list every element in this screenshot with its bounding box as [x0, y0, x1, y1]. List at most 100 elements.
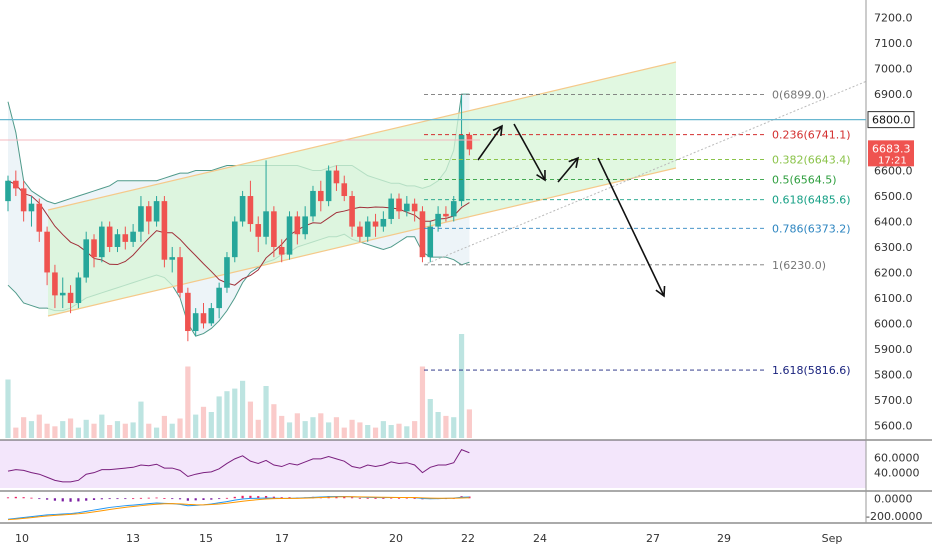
macd-histogram-bar	[14, 496, 17, 499]
candle-body[interactable]	[145, 206, 152, 222]
volume-bar	[67, 418, 74, 438]
candle-body[interactable]	[161, 201, 168, 260]
candle-body[interactable]	[411, 203, 418, 212]
level-price-badge	[867, 111, 915, 129]
price-tick-label: 7000.0	[874, 63, 913, 76]
candle-body[interactable]	[294, 216, 301, 235]
time-tick-label: 17	[275, 532, 289, 545]
volume-bar	[107, 425, 113, 438]
candle-body[interactable]	[458, 134, 465, 202]
candle-body[interactable]	[224, 257, 230, 288]
price-tick-label: 6100.0	[874, 292, 913, 305]
fib-level-label: 0.618(6485.6)	[772, 194, 851, 207]
candle-body[interactable]	[388, 198, 394, 219]
macd-histogram-bar	[366, 497, 369, 499]
candle-body[interactable]	[216, 287, 222, 309]
channel-lower-line[interactable]	[47, 167, 677, 317]
volume-bar	[60, 421, 66, 438]
candle-body[interactable]	[443, 213, 449, 217]
projection-arrow[interactable]	[557, 157, 579, 183]
candle-body[interactable]	[99, 226, 105, 258]
candle-body[interactable]	[466, 134, 473, 150]
candle-body[interactable]	[239, 196, 246, 222]
channel-upper-line[interactable]	[47, 61, 677, 211]
macd-histogram-bar	[124, 498, 127, 500]
macd-histogram-bar	[171, 498, 174, 500]
candle-body[interactable]	[255, 224, 262, 237]
candle-body[interactable]	[318, 190, 324, 202]
candle-body[interactable]	[380, 218, 387, 227]
candle-body[interactable]	[192, 313, 199, 332]
volume-bar	[138, 401, 144, 438]
candle-body[interactable]	[427, 226, 434, 258]
candle-body[interactable]	[28, 203, 35, 212]
candle-body[interactable]	[325, 170, 332, 202]
candle-body[interactable]	[310, 190, 316, 217]
candle-body[interactable]	[106, 226, 113, 247]
volume-bar	[193, 414, 199, 438]
candle-body[interactable]	[122, 234, 129, 242]
projection-arrow-head	[655, 285, 666, 298]
candle-body[interactable]	[247, 196, 254, 225]
candle-body[interactable]	[357, 226, 363, 237]
macd-histogram-bar	[30, 497, 33, 499]
candle-body[interactable]	[450, 201, 457, 217]
macd-histogram-bar	[218, 498, 221, 500]
candle-body[interactable]	[169, 257, 176, 260]
candle-body[interactable]	[419, 211, 426, 258]
projection-arrow[interactable]	[513, 123, 546, 181]
macd-tick-label: 0.0000	[874, 492, 913, 505]
macd-histogram-bar	[374, 498, 377, 499]
candle-body[interactable]	[5, 180, 11, 202]
rsi-tick-label: 60.0000	[874, 451, 920, 464]
volume-bar	[451, 417, 457, 438]
candle-body[interactable]	[185, 292, 191, 332]
volume-bar	[263, 386, 269, 438]
volume-bar	[28, 421, 35, 438]
volume-bar	[122, 423, 128, 438]
candle-body[interactable]	[153, 201, 160, 222]
candle-body[interactable]	[286, 216, 293, 255]
candle-body[interactable]	[114, 234, 121, 247]
fib-level-label: 0.236(6741.1)	[772, 129, 851, 142]
candle-body[interactable]	[231, 221, 238, 258]
candle-body[interactable]	[341, 183, 348, 197]
volume-bar	[412, 421, 418, 438]
candle-body[interactable]	[91, 239, 97, 258]
candle-body[interactable]	[44, 231, 50, 273]
candle-body[interactable]	[138, 206, 144, 232]
candle-body[interactable]	[59, 292, 66, 296]
macd-histogram-bar	[163, 498, 166, 499]
candle-body[interactable]	[130, 231, 136, 242]
price-tick-label: 5900.0	[874, 343, 913, 356]
time-tick-label: Sep	[822, 532, 843, 545]
candle-body[interactable]	[13, 180, 19, 189]
candle-body[interactable]	[67, 292, 74, 304]
candle-body[interactable]	[372, 221, 379, 227]
candle-body[interactable]	[302, 216, 308, 235]
candle-body[interactable]	[208, 308, 215, 324]
candle-body[interactable]	[349, 196, 355, 227]
candle-body[interactable]	[333, 170, 340, 184]
candle-body[interactable]	[404, 203, 410, 212]
candle-body[interactable]	[52, 272, 58, 296]
candle-body[interactable]	[200, 313, 207, 324]
candle-body[interactable]	[435, 213, 441, 227]
candle-body[interactable]	[83, 239, 89, 278]
projection-arrow[interactable]	[597, 157, 665, 297]
last-price-label: 6683.3	[872, 142, 911, 155]
candle-body[interactable]	[36, 203, 43, 232]
candle-body[interactable]	[75, 277, 82, 304]
candle-body[interactable]	[20, 188, 27, 212]
candle-body[interactable]	[263, 211, 269, 237]
candle-body[interactable]	[177, 257, 183, 293]
projection-arrow[interactable]	[477, 125, 503, 161]
candle-body[interactable]	[364, 221, 371, 237]
channel-fill	[48, 62, 676, 316]
candle-body[interactable]	[271, 211, 277, 247]
candle-body[interactable]	[278, 246, 285, 255]
macd-signal-line	[7, 496, 470, 521]
candle-body[interactable]	[396, 198, 402, 212]
volume-bar	[232, 388, 238, 438]
